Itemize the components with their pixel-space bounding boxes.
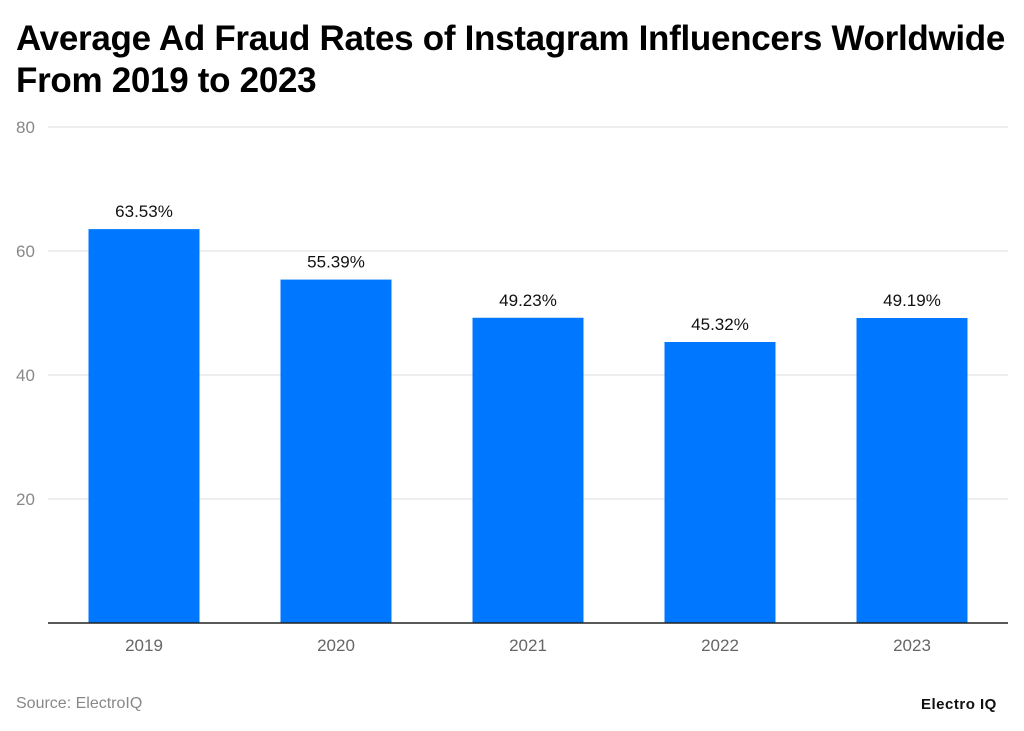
bar-2021 [472,317,584,623]
bar-2022 [664,342,776,623]
y-tick-label: 40 [16,366,35,385]
x-tick-label: 2022 [701,636,739,655]
brand-logo: Electro IQ [921,696,997,713]
chart-title: Average Ad Fraud Rates of Instagram Infl… [16,19,1006,100]
data-label: 55.39% [307,253,365,272]
x-tick-label: 2020 [317,636,355,655]
x-tick-label: 2019 [125,636,163,655]
data-label: 45.32% [691,315,749,334]
data-label: 63.53% [115,202,173,221]
bar-2019 [88,229,200,623]
bar-2020 [280,279,392,623]
source-note: Source: ElectroIQ [16,695,143,712]
bar-2023 [856,318,968,623]
y-tick-label: 80 [16,118,35,137]
y-tick-label: 20 [16,490,35,509]
data-label: 49.23% [499,291,557,310]
x-tick-label: 2021 [509,636,547,655]
y-tick-label: 60 [16,242,35,261]
x-tick-label: 2023 [893,636,931,655]
data-label: 49.19% [883,291,941,310]
